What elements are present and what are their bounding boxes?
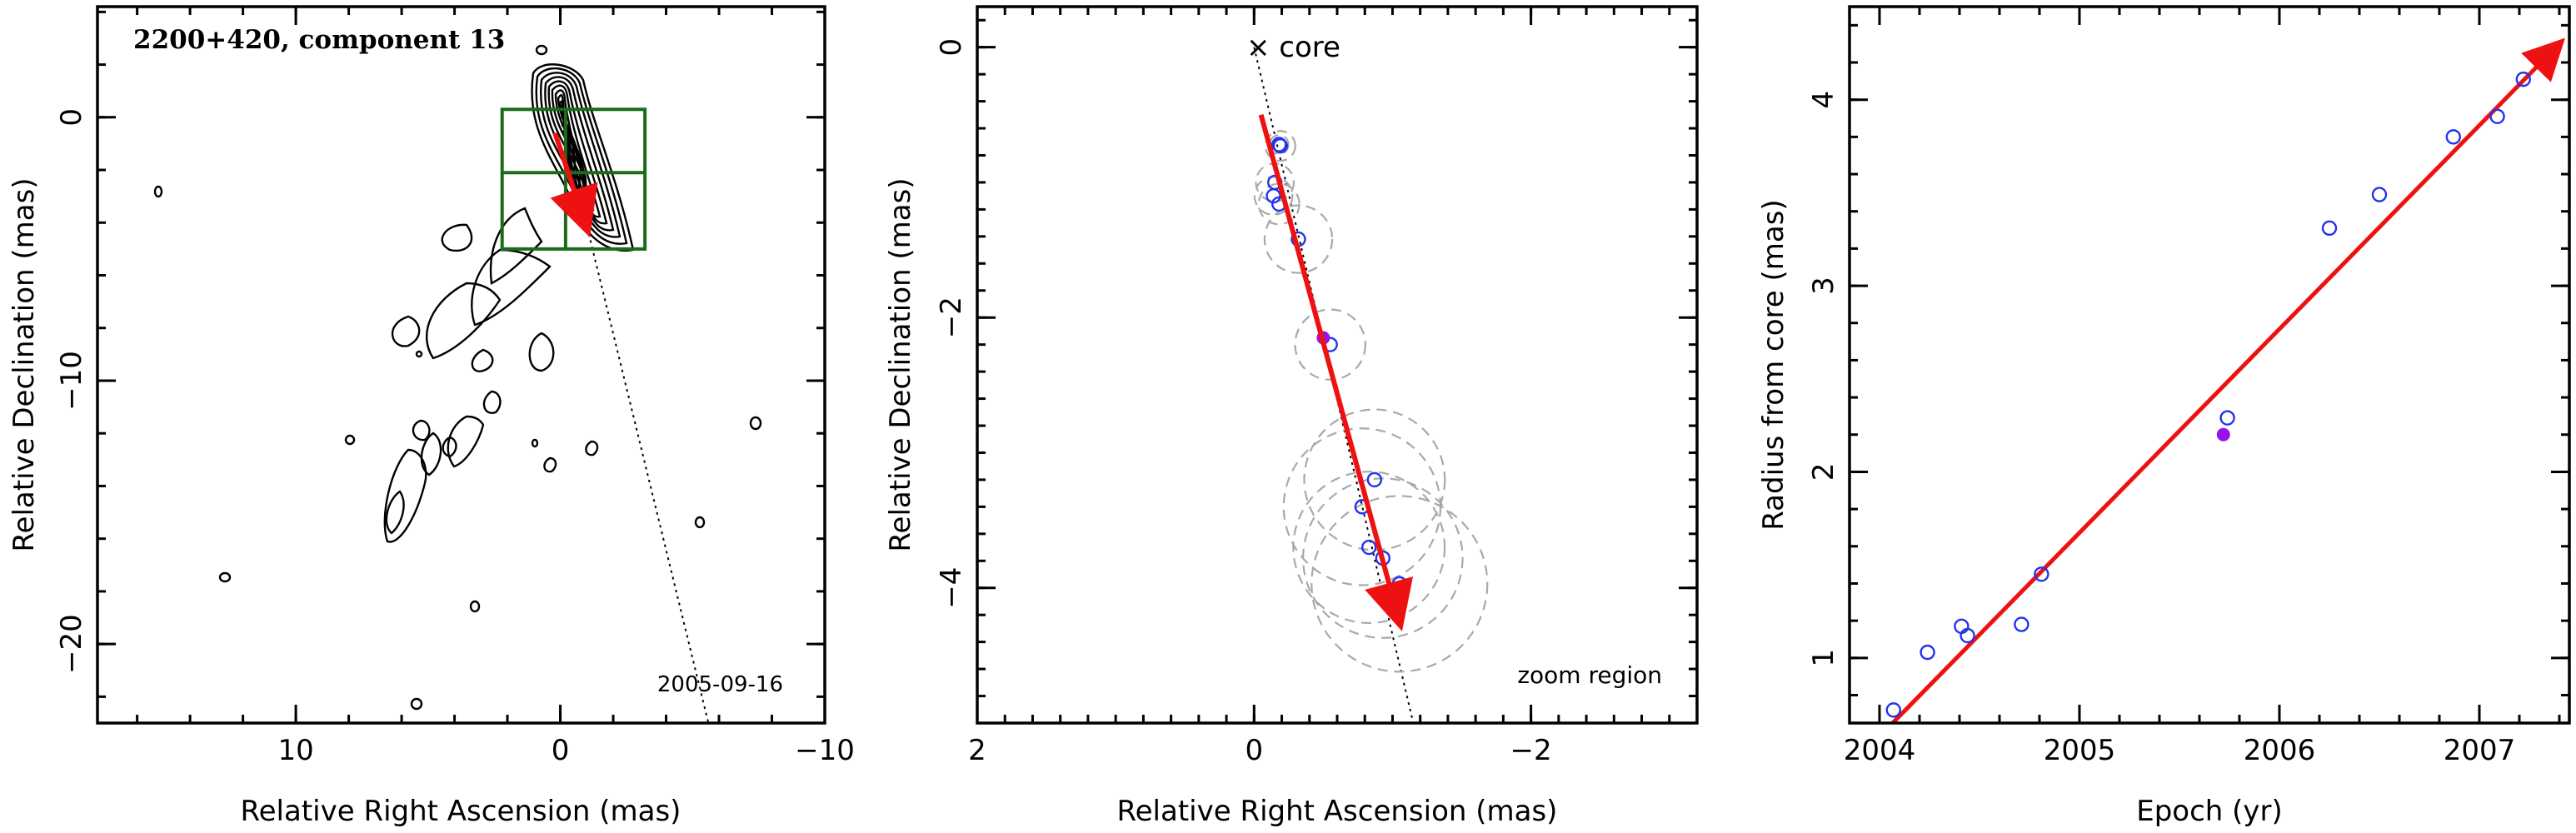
panel-a-y-tick-label: 0 — [55, 108, 88, 127]
component-position-point — [1272, 137, 1289, 154]
panel-zoom-region: 2 0 −2 0 −2 −4 × core zoom region Relative Ri… — [884, 5, 1699, 828]
zoom-region-label: zoom region — [1517, 661, 1662, 689]
radius-point — [2014, 616, 2029, 632]
panel-a-x-tick-label: 10 — [277, 734, 313, 767]
linear-fit-arrow — [1890, 37, 2566, 723]
fit-size-circle — [1310, 495, 1489, 673]
panel-b-ylabel: Relative Declination (mas) — [884, 177, 917, 551]
radius-point — [1959, 627, 1975, 644]
radius-point — [2219, 410, 2235, 426]
panel-contour-map: 10 0 −10 0 −10 −20 2200+420, component 13 200… — [7, 5, 855, 828]
fit-size-circle — [1294, 308, 1366, 381]
panel-b-x-tick-label: −2 — [1510, 734, 1552, 767]
panel-a-title: 2200+420, component 13 — [133, 25, 505, 55]
panel-c-y-tick-label: 4 — [1807, 91, 1840, 109]
component-position-point — [1271, 137, 1287, 152]
radius-point — [1885, 702, 1902, 718]
panel-b-xlabel: Relative Right Ascension (mas) — [1117, 795, 1558, 828]
panel-a-x-tick-label: −10 — [795, 734, 855, 767]
panel-c-ylabel: Radius from core (mas) — [1757, 199, 1790, 530]
panel-c-y-tick-label: 2 — [1807, 463, 1840, 481]
panel-b-x-tick-label: 2 — [968, 734, 986, 767]
panel-a-ylabel: Relative Declination (mas) — [7, 177, 41, 551]
radius-points — [1885, 71, 2532, 718]
component-position-point — [1391, 576, 1407, 592]
fit-size-circle — [1301, 477, 1464, 639]
component-position-point — [1366, 471, 1383, 488]
panel-a-y-tick-label: −20 — [55, 614, 88, 674]
current-epoch-point — [2216, 427, 2230, 441]
panel-c-xlabel: Epoch (yr) — [2136, 795, 2283, 828]
panel-b-ticks: 2 0 −2 0 −2 −4 — [935, 7, 1699, 767]
fit-size-circle — [1264, 130, 1296, 162]
contour-map — [153, 44, 762, 723]
panel-c-y-tick-label: 1 — [1807, 649, 1840, 667]
panel-a-frame — [96, 5, 826, 725]
radius-point — [2371, 187, 2388, 202]
epoch-label: 2005-09-16 — [657, 672, 783, 697]
component-motion-arrow — [550, 132, 598, 237]
motion-fit-arrow — [1258, 114, 1414, 631]
fit-size-circle — [1282, 427, 1442, 586]
radius-point — [2489, 108, 2505, 124]
panel-a-xlabel: Relative Right Ascension (mas) — [241, 795, 681, 828]
jet-contours — [383, 63, 635, 543]
fit-size-circle — [1253, 176, 1294, 216]
radius-point — [2321, 220, 2338, 237]
panel-radius-vs-epoch: 2004 2005 2006 2007 1 2 3 4 Epoch (yr) Radius f… — [1757, 5, 2571, 828]
panel-c-y-tick-label: 3 — [1807, 277, 1840, 295]
radius-point — [2034, 566, 2049, 582]
radius-point — [1920, 644, 1935, 661]
panel-b-y-tick-label: −4 — [935, 567, 968, 609]
radius-point — [2515, 71, 2532, 87]
fit-size-circle — [1268, 134, 1290, 155]
fit-size-circle — [1257, 182, 1300, 226]
panel-c-frame — [1848, 5, 2571, 725]
stray-contours — [153, 44, 762, 711]
panel-a-x-tick-label: 0 — [552, 734, 570, 767]
panel-b-y-tick-label: 0 — [935, 38, 968, 57]
panel-c-x-tick-label: 2006 — [2244, 734, 2316, 767]
panel-c-ticks: 2004 2005 2006 2007 1 2 3 4 — [1807, 7, 2569, 767]
panel-b-x-tick-label: 0 — [1245, 734, 1263, 767]
radius-plot-area — [1885, 37, 2566, 723]
fit-size-circle — [1303, 408, 1446, 551]
panel-c-x-tick-label: 2007 — [2444, 734, 2516, 767]
panel-c-x-tick-label: 2005 — [2044, 734, 2116, 767]
zoom-plot-area — [1253, 47, 1489, 723]
core-label: × core — [1246, 31, 1340, 64]
panel-b-y-tick-label: −2 — [935, 297, 968, 338]
panel-c-x-tick-label: 2004 — [1844, 734, 1916, 767]
panel-a-ticks: 10 0 −10 0 −10 −20 — [55, 7, 855, 767]
radius-point — [2445, 129, 2462, 145]
component-position-point — [1361, 539, 1377, 556]
panel-a-y-tick-label: −10 — [55, 351, 88, 411]
zoom-box-outline — [500, 107, 647, 251]
fit-size-circle — [1263, 204, 1334, 274]
fit-size-circles — [1253, 130, 1489, 673]
